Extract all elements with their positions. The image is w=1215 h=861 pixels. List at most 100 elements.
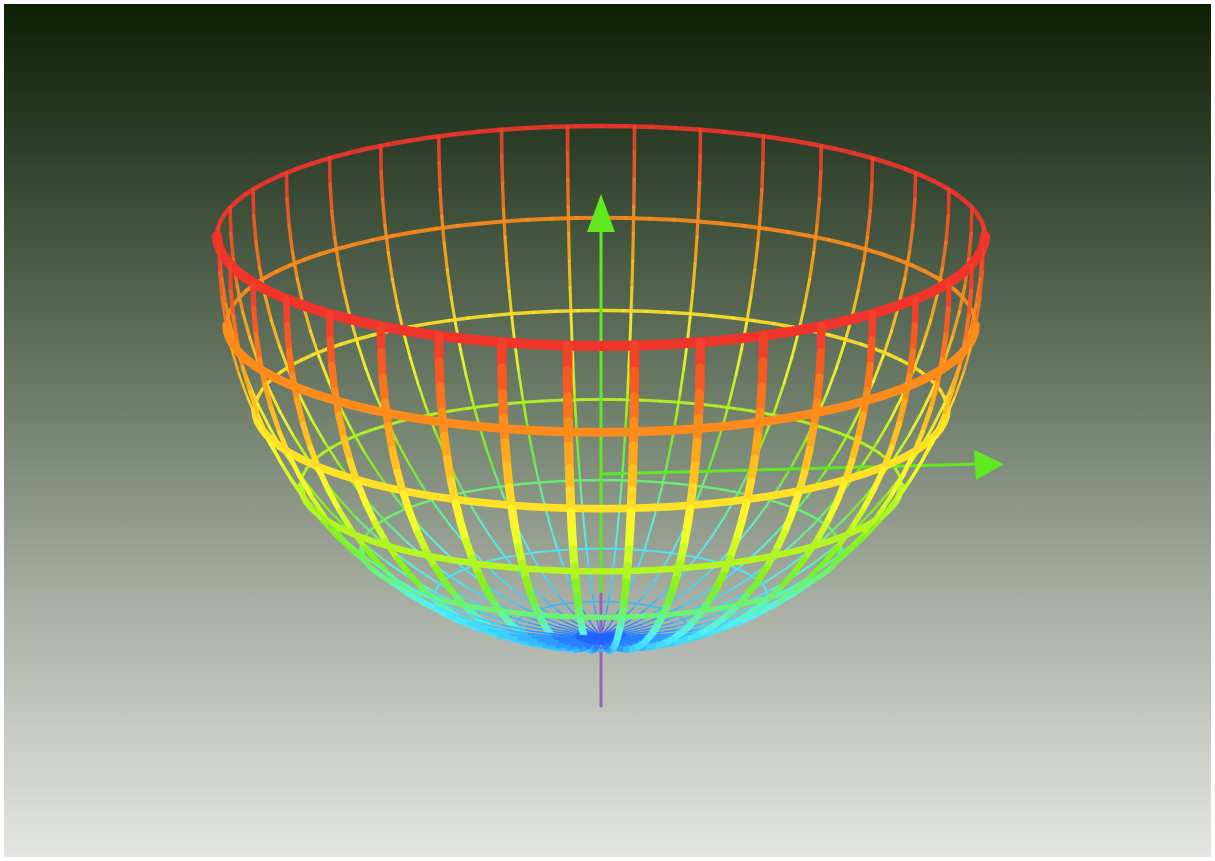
meridian-segment xyxy=(870,491,890,514)
meridian-segment xyxy=(370,504,391,527)
latitude-ring-segment xyxy=(710,313,736,320)
meridian-segment xyxy=(626,365,631,394)
meridian-segment xyxy=(354,554,377,573)
meridian-segment xyxy=(372,519,389,545)
latitude-ring-segment xyxy=(719,221,747,228)
meridian-segment xyxy=(337,497,358,520)
latitude-ring-segment xyxy=(531,309,558,315)
meridian-segment xyxy=(930,402,946,430)
meridian-segment xyxy=(253,331,263,363)
bowl-front-wireframe xyxy=(212,231,990,654)
latitude-ring-segment xyxy=(837,431,853,440)
meridian-segment xyxy=(778,462,795,487)
meridian-segment xyxy=(496,574,515,591)
meridian-segment xyxy=(712,586,736,601)
meridian-segment xyxy=(944,214,951,244)
meridian-segment xyxy=(464,373,474,402)
meridian-segment xyxy=(217,244,221,274)
meridian-segment xyxy=(248,336,260,365)
meridian-segment xyxy=(943,305,951,337)
meridian-segment xyxy=(909,321,919,354)
meridian-segment xyxy=(517,636,542,643)
meridian-segment xyxy=(710,517,725,539)
meridian-segment xyxy=(802,538,820,562)
meridian-segment xyxy=(525,629,552,635)
meridian-segment xyxy=(438,187,444,219)
latitude-ring-segment xyxy=(859,440,872,449)
latitude-ring-segment xyxy=(522,481,541,486)
meridian-segment xyxy=(246,396,260,423)
meridian-segment xyxy=(866,336,876,369)
meridian-segment xyxy=(283,295,291,329)
meridian-segment xyxy=(697,536,713,556)
meridian-segment xyxy=(953,372,965,400)
meridian-segment xyxy=(425,603,449,618)
meridian-segment xyxy=(512,588,532,604)
meridian-segment xyxy=(545,640,568,646)
meridian-segment xyxy=(674,393,682,422)
meridian-segment xyxy=(790,330,800,360)
meridian-segment xyxy=(328,182,334,213)
meridian-segment xyxy=(863,361,874,394)
meridian-segment xyxy=(681,593,703,607)
latitude-ring-segment xyxy=(637,566,663,574)
latitude-ring-segment xyxy=(455,568,464,574)
meridian-segment xyxy=(558,595,571,610)
latitude-ring-segment xyxy=(807,513,817,520)
meridian-segment xyxy=(527,632,554,638)
meridian-segment xyxy=(286,452,302,479)
meridian-segment xyxy=(362,500,379,527)
meridian-segment xyxy=(331,386,343,419)
latitude-ring-segment xyxy=(790,138,817,147)
meridian-segment xyxy=(310,418,327,444)
latitude-ring-segment xyxy=(772,321,795,329)
meridian-segment xyxy=(237,372,249,400)
meridian-segment xyxy=(309,494,328,519)
meridian-segment xyxy=(825,516,847,538)
meridian-segment xyxy=(317,354,331,383)
meridian-segment xyxy=(950,310,961,340)
meridian-segment xyxy=(678,368,685,397)
meridian-segment xyxy=(745,295,753,325)
meridian-segment xyxy=(811,504,832,527)
latitude-ring-segment xyxy=(663,551,676,555)
meridian-segment xyxy=(931,413,946,441)
meridian-segment xyxy=(670,588,690,604)
latitude-ring-segment xyxy=(887,161,908,172)
meridian-segment xyxy=(406,570,425,591)
meridian-segment xyxy=(235,284,245,314)
meridian-segment xyxy=(793,523,815,544)
meridian-segment xyxy=(939,331,949,363)
meridian-segment xyxy=(825,367,838,396)
meridian-segment xyxy=(336,508,355,533)
meridian-segment xyxy=(945,279,952,312)
meridian-segment xyxy=(644,528,652,549)
meridian-segment xyxy=(734,348,743,377)
meridian-segment xyxy=(913,171,918,201)
meridian-segment xyxy=(850,289,860,319)
meridian-segment xyxy=(517,368,524,397)
meridian-segment xyxy=(623,625,648,633)
latitude-ring-segment xyxy=(661,481,680,486)
meridian-segment xyxy=(405,592,429,608)
meridian-segment xyxy=(900,452,916,479)
meridian-segment xyxy=(974,277,982,307)
latitude-ring-segment xyxy=(554,308,581,314)
latitude-ring-segment xyxy=(643,549,656,553)
meridian-segment xyxy=(550,630,577,636)
meridian-segment xyxy=(649,508,658,531)
latitude-ring-segment xyxy=(212,231,223,249)
meridian-segment xyxy=(631,595,644,610)
latitude-ring-segment xyxy=(550,216,579,221)
latitude-ring-segment xyxy=(638,398,662,403)
latitude-ring-segment xyxy=(556,548,570,552)
latitude-ring-segment xyxy=(539,566,565,574)
3d-viewport[interactable] xyxy=(4,4,1211,857)
meridian-segment xyxy=(624,628,651,634)
meridian-segment xyxy=(520,393,528,422)
meridian-segment xyxy=(284,171,289,201)
meridian-segment xyxy=(529,442,537,468)
meridian-segment xyxy=(940,240,948,271)
meridian-segment xyxy=(425,532,445,552)
latitude-ring-segment xyxy=(632,548,646,552)
